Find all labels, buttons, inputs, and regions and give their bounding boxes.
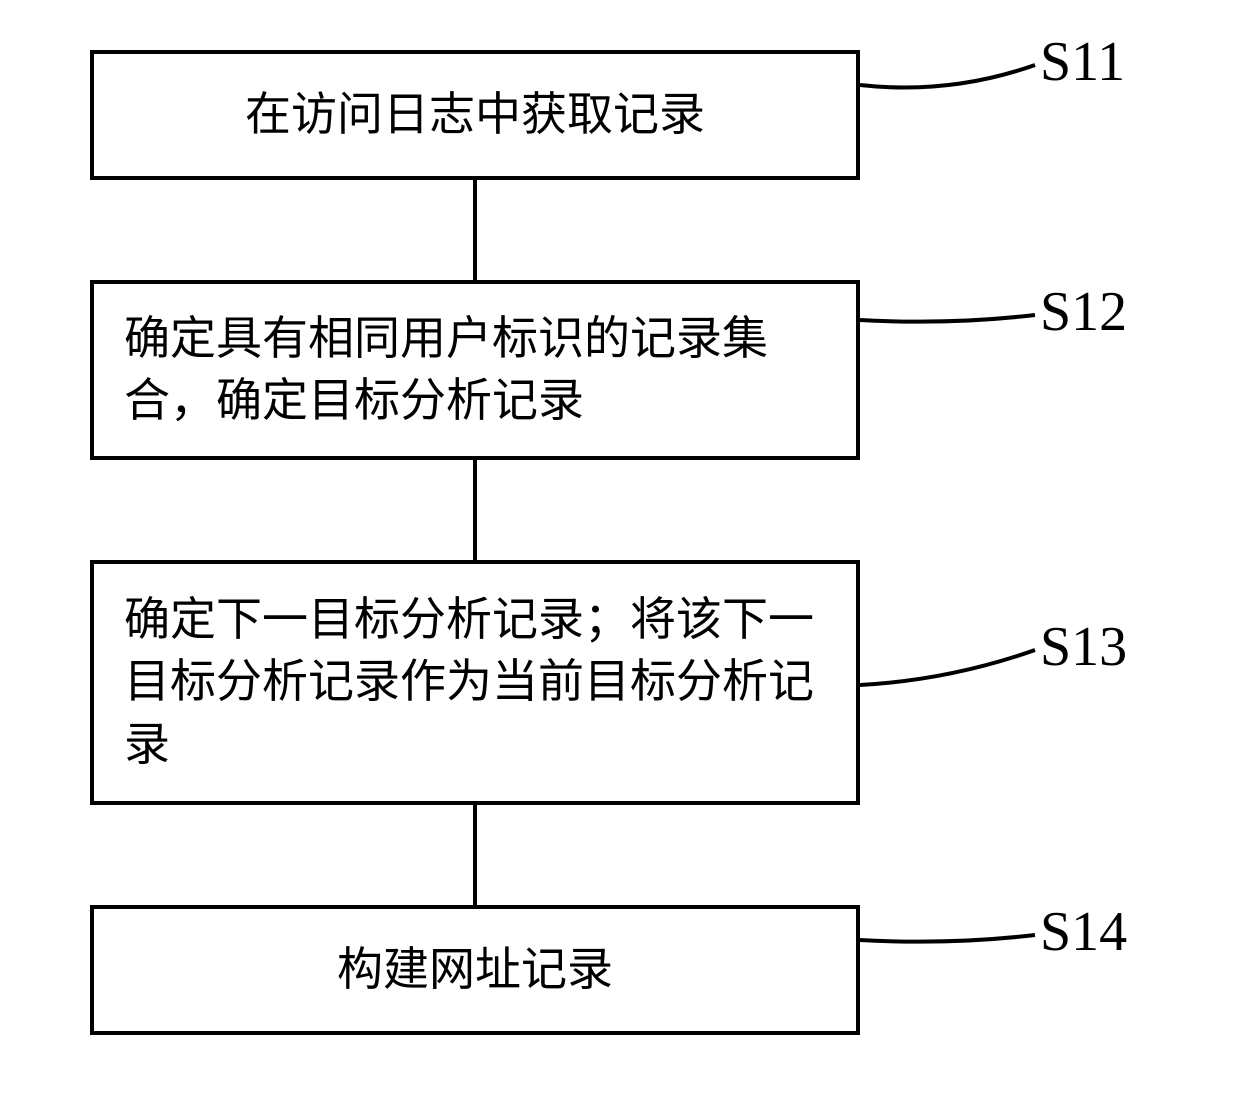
flow-step-4: 构建网址记录: [90, 905, 860, 1035]
flow-step-3-text: 确定下一目标分析记录；将该下一目标分析记录作为当前目标分析记录: [124, 589, 826, 775]
flow-step-4-text: 构建网址记录: [124, 939, 826, 1001]
flow-step-2: 确定具有相同用户标识的记录集合，确定目标分析记录: [90, 280, 860, 460]
flowchart-canvas: 在访问日志中获取记录 确定具有相同用户标识的记录集合，确定目标分析记录 确定下一…: [0, 0, 1240, 1099]
callout-3: [860, 650, 1035, 685]
callout-2: [860, 315, 1035, 322]
callout-4: [860, 935, 1035, 942]
flow-step-1: 在访问日志中获取记录: [90, 50, 860, 180]
flow-step-3: 确定下一目标分析记录；将该下一目标分析记录作为当前目标分析记录: [90, 560, 860, 805]
step-label-s12: S12: [1040, 280, 1127, 344]
step-label-s13: S13: [1040, 615, 1127, 679]
flow-step-1-text: 在访问日志中获取记录: [124, 84, 826, 146]
step-label-s14: S14: [1040, 900, 1127, 964]
callout-1: [860, 65, 1035, 88]
step-label-s11: S11: [1040, 30, 1125, 94]
flow-step-2-text: 确定具有相同用户标识的记录集合，确定目标分析记录: [124, 308, 826, 432]
